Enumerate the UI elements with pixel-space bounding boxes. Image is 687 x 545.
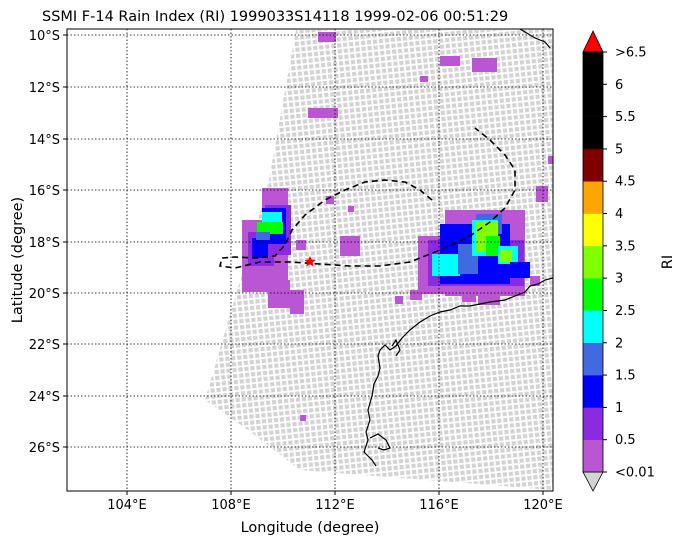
- colorbar-segment: [583, 245, 603, 279]
- colorbar-tick-label: 5: [615, 142, 623, 157]
- y-tick-label: 12°S: [29, 81, 60, 96]
- colorbar-segment: [583, 148, 603, 182]
- y-tick-label: 18°S: [29, 236, 60, 251]
- x-tick-label: 120°E: [523, 498, 563, 513]
- x-tick-label: 116°E: [419, 498, 459, 513]
- map-plot: [67, 29, 553, 491]
- colorbar-tick-label: >6.5: [615, 46, 647, 61]
- y-tick-label: 14°S: [29, 133, 60, 148]
- colorbar-tick-label: 2.5: [615, 304, 636, 319]
- colorbar-tick-label: 2: [615, 336, 623, 351]
- colorbar-top-arrow: [582, 30, 604, 53]
- rain-cell-west: [248, 205, 291, 266]
- colorbar-tick-label: 4.5: [615, 175, 636, 190]
- colorbar-tick-label: 5.5: [615, 110, 636, 125]
- colorbar-segment: [583, 84, 603, 117]
- colorbar-segment: [583, 278, 603, 311]
- y-tick-label: 16°S: [29, 184, 60, 199]
- y-tick-label: 20°S: [29, 287, 60, 302]
- swath-area: [205, 30, 553, 490]
- y-tick-label: 22°S: [29, 338, 60, 353]
- colorbar-segment: [583, 439, 603, 473]
- colorbar-segment: [583, 342, 603, 376]
- colorbar-tick-label: 3: [615, 272, 623, 287]
- y-tick-label: 26°S: [29, 441, 60, 456]
- x-axis-label: Longitude (degree): [241, 520, 380, 536]
- x-axis: 104°E 108°E 112°E 116°E 120°E: [107, 491, 563, 513]
- colorbar-segment: [583, 116, 603, 150]
- plot-frame: [66, 28, 554, 492]
- chart-title: SSMI F-14 Rain Index (RI) 1999033S14118 …: [42, 9, 508, 25]
- storm-track: [219, 127, 516, 269]
- x-tick-label: 104°E: [107, 498, 147, 513]
- colorbar: <0.01 0.5 1 1.5 2 2.5 3 3.5 4 4.5 5 5.5 6 >6.5 RI: [582, 30, 676, 492]
- colorbar-tick-label: 3.5: [615, 239, 636, 254]
- colorbar-tick-label: 1.5: [615, 369, 636, 384]
- colorbar-bottom-arrow: [582, 471, 604, 492]
- y-axis: 10°S 12°S 14°S 16°S 18°S 20°S 22°S 24°S …: [29, 29, 67, 456]
- colorbar-segment: [583, 52, 603, 85]
- colorbar-segment: [583, 310, 603, 344]
- colorbar-tick-label: <0.01: [615, 466, 655, 481]
- colorbar-segment: [583, 213, 603, 247]
- colorbar-label: RI: [660, 255, 676, 269]
- colorbar-tick-label: 0.5: [615, 433, 636, 448]
- colorbar-segment: [583, 375, 603, 408]
- colorbar-tick-label: 4: [615, 207, 623, 222]
- x-tick-label: 108°E: [211, 498, 251, 513]
- colorbar-tick-label: 6: [615, 78, 623, 93]
- rain-cell-east: [428, 214, 530, 286]
- colorbar-segment: [583, 181, 603, 214]
- y-tick-label: 10°S: [29, 29, 60, 44]
- coastline: [363, 29, 553, 467]
- storm-center-star: [304, 256, 316, 267]
- y-tick-label: 24°S: [29, 390, 60, 405]
- y-axis-label: Latitude (degree): [10, 197, 26, 323]
- x-tick-label: 112°E: [315, 498, 355, 513]
- colorbar-segment: [583, 407, 603, 440]
- grid: [67, 29, 553, 491]
- colorbar-tick-label: 1: [615, 401, 623, 416]
